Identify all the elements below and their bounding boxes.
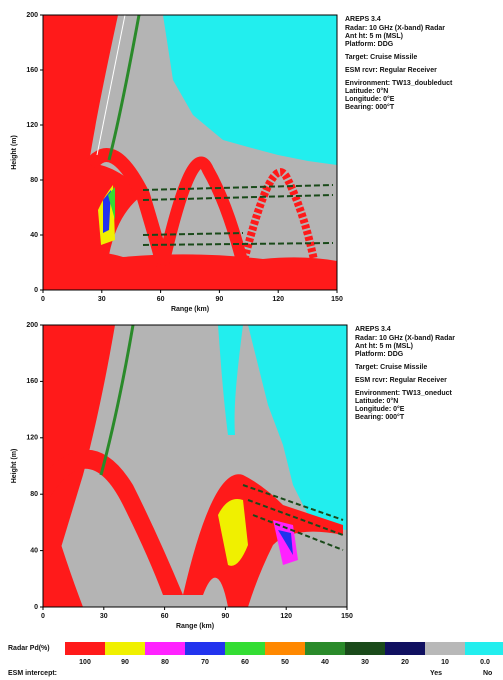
coverage-pattern [43, 14, 337, 290]
legend-swatch [345, 642, 385, 655]
info-line: Platform: DDG [345, 41, 394, 48]
x-tick-label: 150 [341, 613, 353, 620]
x-tick-label: 90 [222, 613, 230, 620]
x-tick-label: 90 [216, 296, 224, 303]
x-tick-label: 150 [331, 296, 343, 303]
x-tick-label: 120 [272, 296, 284, 303]
info-line: Latitude: 0°N [345, 87, 388, 95]
legend-swatch [65, 642, 105, 655]
legend-swatch [105, 642, 145, 655]
legend-swatch [265, 642, 305, 655]
x-tick-label: 120 [280, 613, 292, 620]
legend-swatch [225, 642, 265, 655]
y-tick-label: 80 [30, 177, 38, 184]
esm-yes: Yes [430, 670, 442, 677]
legend-swatch [465, 642, 503, 655]
legend-label: 80 [161, 659, 169, 666]
legend-swatch [185, 642, 225, 655]
y-tick-label: 120 [26, 435, 38, 442]
info-line: Target: Cruise Missile [355, 364, 427, 371]
legend-label: 10 [441, 659, 449, 666]
x-tick-label: 60 [161, 613, 169, 620]
y-tick-label: 160 [26, 378, 38, 385]
y-tick-label: 0 [34, 604, 38, 611]
info-line: Environment: TW13_doubleduct [345, 80, 453, 87]
legend-label: 40 [321, 659, 329, 666]
legend-label: 50 [281, 659, 289, 666]
info-line: Longitude: 0°E [345, 95, 395, 103]
esm-no: No [483, 670, 492, 677]
coverage-pattern [43, 324, 347, 607]
legend-label: 0.0 [480, 659, 490, 666]
info-line: Radar: 10 GHz (X-band) Radar [345, 25, 445, 32]
info-line: Ant ht: 5 m (MSL) [355, 343, 413, 350]
info-line: ESM rcvr: Regular Receiver [355, 377, 447, 384]
plot-frame [42, 14, 338, 291]
info-line: Radar: 10 GHz (X-band) Radar [355, 335, 455, 342]
info-line: ESM rcvr: Regular Receiver [345, 67, 437, 74]
y-tick-label: 0 [34, 287, 38, 294]
info-line: Longitude: 0°E [355, 405, 405, 413]
legend-swatch [145, 642, 185, 655]
legend-label: 60 [241, 659, 249, 666]
legend-swatch [305, 642, 345, 655]
info-line: Latitude: 0°N [355, 397, 398, 405]
y-tick-label: 200 [26, 322, 38, 329]
y-tick-label: 160 [26, 67, 38, 74]
info-line: AREPS 3.4 [355, 326, 391, 333]
legend-label: 70 [201, 659, 209, 666]
plot-frame [42, 324, 348, 608]
legend-label: 90 [121, 659, 129, 666]
x-tick-label: 0 [41, 613, 45, 620]
info-line: Bearing: 000°T [355, 413, 405, 421]
y-axis-label: Height (m) [11, 449, 18, 484]
info-line: Ant ht: 5 m (MSL) [345, 33, 403, 40]
info-line: AREPS 3.4 [345, 16, 381, 23]
legend-title: Radar Pd(%) [8, 645, 50, 652]
charts: 0 30 60 90 120 150 0 40 80 120 160 200 Range (km) Hei… [11, 12, 455, 630]
x-tick-label: 30 [98, 296, 106, 303]
y-tick-label: 40 [30, 547, 38, 554]
x-tick-label: 0 [41, 296, 45, 303]
legend-swatch [385, 642, 425, 655]
x-axis-label: Range (km) [176, 623, 214, 630]
info-line: Bearing: 000°T [345, 103, 395, 111]
legend-label: 30 [361, 659, 369, 666]
y-axis-label: Height (m) [11, 135, 18, 170]
y-tick-label: 80 [30, 491, 38, 498]
x-axis-label: Range (km) [171, 306, 209, 313]
x-tick-label: 60 [157, 296, 165, 303]
y-tick-label: 120 [26, 122, 38, 129]
legend: Radar Pd(%) ESM intercept: Yes No 100 90 8… [8, 642, 503, 677]
info-line: Platform: DDG [355, 351, 404, 358]
info-line: Environment: TW13_oneduct [355, 390, 453, 397]
legend-swatch [425, 642, 465, 655]
legend-label: 100 [79, 659, 91, 666]
esm-label: ESM intercept: [8, 670, 57, 677]
info-line: Target: Cruise Missile [345, 54, 417, 61]
y-tick-label: 200 [26, 12, 38, 19]
y-tick-label: 40 [30, 232, 38, 239]
legend-label: 20 [401, 659, 409, 666]
x-tick-label: 30 [100, 613, 108, 620]
